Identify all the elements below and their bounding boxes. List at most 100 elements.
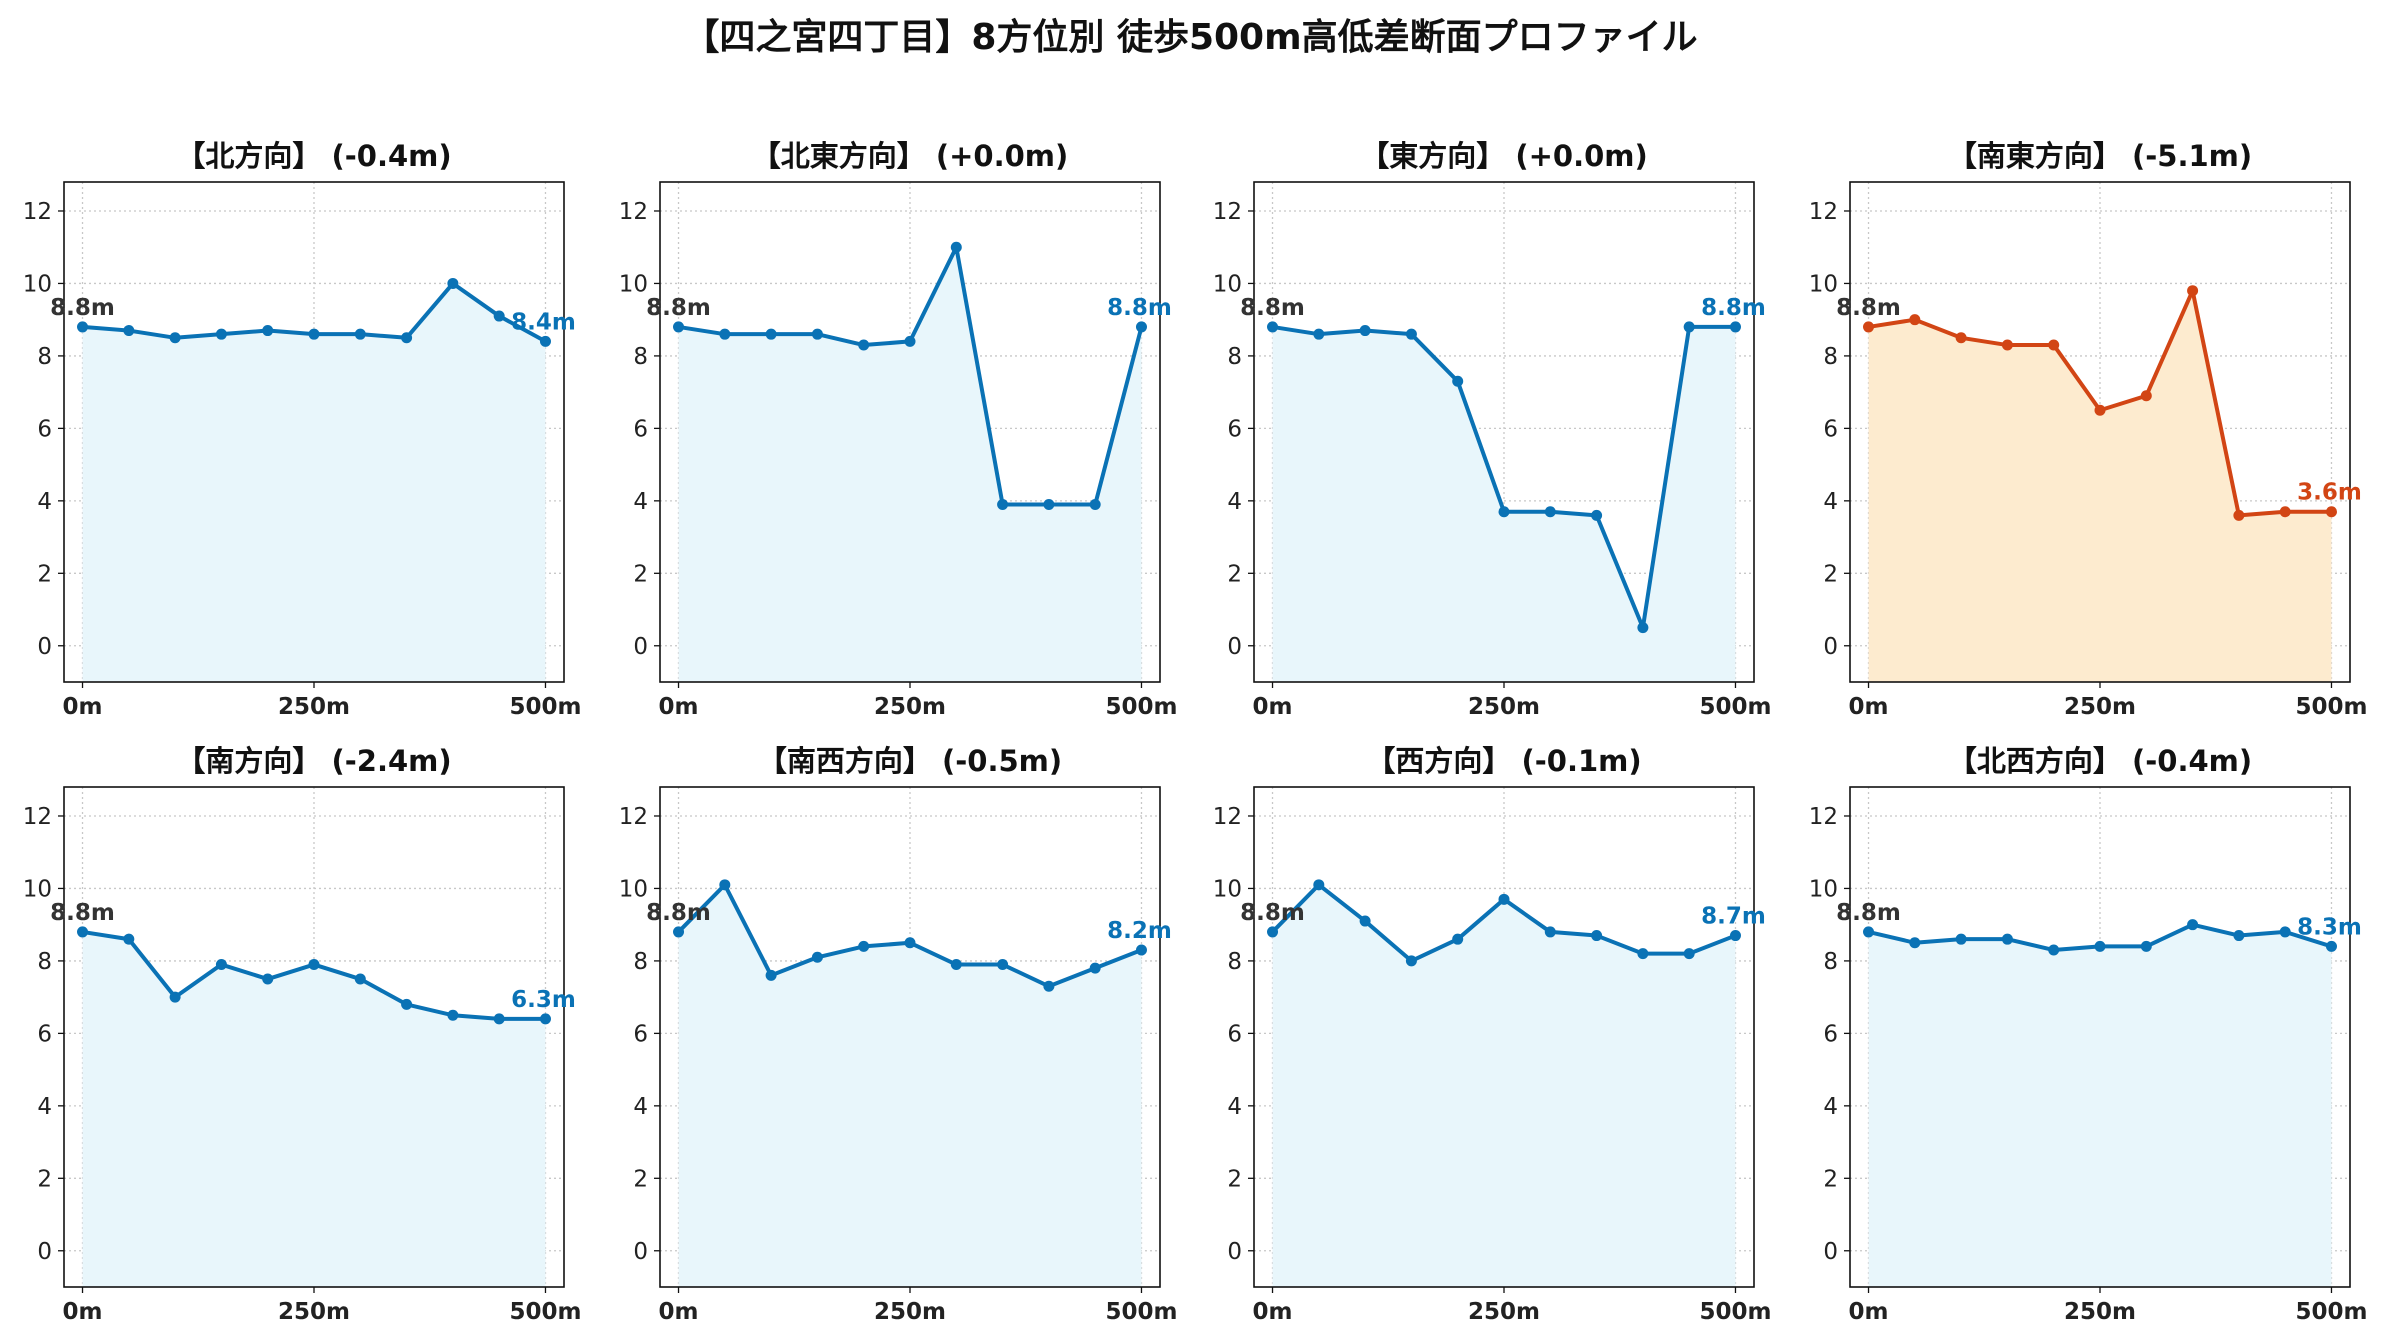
end-value-label: 8.4m bbox=[511, 309, 576, 335]
data-point bbox=[1729, 930, 1741, 942]
data-point bbox=[401, 332, 413, 344]
data-point bbox=[1909, 937, 1921, 949]
data-point bbox=[673, 926, 685, 938]
data-point bbox=[447, 277, 459, 289]
chart-panel-1: 0 2 4 6 8 10 12 0m 250m 500m 【北東方向】 (+0.0m) 8.8m 8.8… bbox=[619, 139, 1178, 720]
y-tick-label: 2 bbox=[1227, 561, 1242, 587]
data-point bbox=[1498, 893, 1510, 905]
data-point bbox=[2094, 404, 2106, 416]
x-tick-label: 0m bbox=[1253, 694, 1293, 720]
start-value-label: 8.8m bbox=[1240, 900, 1305, 926]
y-tick-label: 6 bbox=[1227, 416, 1242, 442]
page-title: 【四之宮四丁目】8方位別 徒歩500m高低差断面プロファイル bbox=[683, 17, 1698, 58]
data-point bbox=[169, 332, 181, 344]
data-point bbox=[719, 879, 731, 891]
x-tick-label: 250m bbox=[1468, 694, 1540, 720]
y-tick-label: 8 bbox=[37, 949, 52, 975]
panel-title: 【北東方向】 (+0.0m) bbox=[752, 139, 1069, 173]
data-point bbox=[169, 991, 181, 1003]
data-point bbox=[1313, 879, 1325, 891]
data-point bbox=[77, 321, 89, 333]
panel-title: 【西方向】 (-0.1m) bbox=[1366, 744, 1641, 778]
data-point bbox=[123, 325, 135, 337]
data-point bbox=[1043, 498, 1055, 510]
data-point bbox=[765, 969, 777, 981]
y-tick-label: 6 bbox=[1823, 1021, 1838, 1047]
data-point bbox=[1591, 509, 1603, 521]
y-tick-label: 4 bbox=[1227, 489, 1242, 515]
start-value-label: 8.8m bbox=[50, 900, 115, 926]
y-tick-label: 4 bbox=[633, 489, 648, 515]
area-fill bbox=[1272, 326, 1736, 682]
y-tick-label: 10 bbox=[1809, 271, 1838, 297]
data-point bbox=[2001, 933, 2013, 945]
y-tick-label: 0 bbox=[37, 1239, 52, 1265]
y-tick-label: 4 bbox=[37, 1094, 52, 1120]
data-point bbox=[2233, 930, 2245, 942]
data-point bbox=[1683, 321, 1695, 333]
x-tick-label: 0m bbox=[1849, 694, 1889, 720]
x-tick-label: 500m bbox=[509, 1299, 581, 1325]
data-point bbox=[2325, 940, 2337, 952]
data-point bbox=[1863, 926, 1875, 938]
data-point bbox=[765, 328, 777, 340]
chart-panel-2: 0 2 4 6 8 10 12 0m 250m 500m 【東方向】 (+0.0m) 8.8m 8.8m bbox=[1213, 139, 1772, 720]
data-point bbox=[858, 339, 870, 351]
area-fill bbox=[1272, 884, 1736, 1287]
y-tick-label: 10 bbox=[619, 271, 648, 297]
data-point bbox=[2001, 339, 2013, 351]
data-point bbox=[1452, 375, 1464, 387]
start-value-label: 8.8m bbox=[646, 900, 711, 926]
data-point bbox=[950, 241, 962, 253]
y-tick-label: 4 bbox=[1227, 1094, 1242, 1120]
y-tick-label: 4 bbox=[37, 489, 52, 515]
data-point bbox=[2233, 509, 2245, 521]
data-point bbox=[215, 959, 227, 971]
data-point bbox=[401, 998, 413, 1010]
y-tick-label: 8 bbox=[1823, 949, 1838, 975]
data-point bbox=[1683, 948, 1695, 960]
y-tick-label: 0 bbox=[37, 634, 52, 660]
y-tick-label: 12 bbox=[23, 804, 52, 830]
end-value-label: 8.8m bbox=[1701, 295, 1766, 321]
data-point bbox=[1359, 325, 1371, 337]
data-point bbox=[1313, 328, 1325, 340]
y-tick-label: 8 bbox=[37, 344, 52, 370]
data-point bbox=[262, 973, 274, 985]
y-tick-label: 12 bbox=[619, 199, 648, 225]
y-tick-label: 2 bbox=[37, 1166, 52, 1192]
data-point bbox=[811, 328, 823, 340]
x-tick-label: 500m bbox=[1699, 694, 1771, 720]
start-value-label: 8.8m bbox=[50, 295, 115, 321]
data-point bbox=[1863, 321, 1875, 333]
y-tick-label: 10 bbox=[1213, 876, 1242, 902]
data-point bbox=[2048, 944, 2060, 956]
y-tick-label: 4 bbox=[1823, 1094, 1838, 1120]
area-fill bbox=[82, 283, 546, 682]
x-tick-label: 0m bbox=[659, 1299, 699, 1325]
chart-panel-4: 0 2 4 6 8 10 12 0m 250m 500m 【南方向】 (-2.4m) 8.8m 6.3m bbox=[23, 744, 582, 1325]
data-point bbox=[539, 335, 551, 347]
y-tick-label: 10 bbox=[23, 876, 52, 902]
data-point bbox=[1267, 926, 1279, 938]
data-point bbox=[493, 1013, 505, 1025]
area-fill bbox=[1868, 290, 2332, 682]
data-point bbox=[1544, 506, 1556, 518]
data-point bbox=[1452, 933, 1464, 945]
end-value-label: 8.8m bbox=[1107, 295, 1172, 321]
area-fill bbox=[1868, 924, 2332, 1287]
data-point bbox=[354, 973, 366, 985]
x-tick-label: 0m bbox=[659, 694, 699, 720]
panel-title: 【南方向】 (-2.4m) bbox=[176, 744, 451, 778]
data-point bbox=[904, 335, 916, 347]
panel-title: 【東方向】 (+0.0m) bbox=[1360, 139, 1648, 173]
chart-panel-3: 0 2 4 6 8 10 12 0m 250m 500m 【南東方向】 (-5.1m) 8.8m 3.6… bbox=[1809, 139, 2368, 720]
area-fill bbox=[82, 931, 546, 1287]
chart-panel-7: 0 2 4 6 8 10 12 0m 250m 500m 【北西方向】 (-0.4m) 8.8m 8.3… bbox=[1809, 744, 2368, 1325]
data-point bbox=[1729, 321, 1741, 333]
x-tick-label: 0m bbox=[63, 694, 103, 720]
data-point bbox=[1498, 506, 1510, 518]
start-value-label: 8.8m bbox=[1836, 295, 1901, 321]
